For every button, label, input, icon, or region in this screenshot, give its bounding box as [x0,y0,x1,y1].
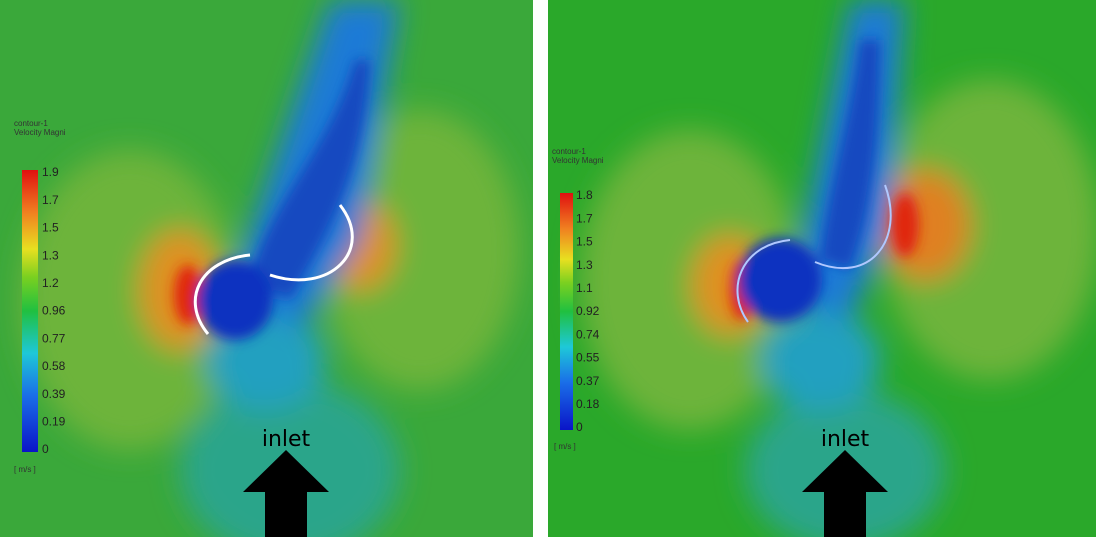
colorbar-tick-label: 0 [42,442,49,456]
colorbar-tick-label: 0.19 [42,414,66,428]
colorbar-tick-label: 0.55 [576,351,600,365]
colorbar-tick-label: 0.39 [42,387,66,401]
legend-subtitle: Velocity Magni [14,128,66,137]
colorbar-tick-label: 0 [576,420,583,434]
colorbar-tick-label: 1.5 [576,235,593,249]
colorbar-tick-label: 1.7 [576,211,593,225]
colorbar-tick-label: 0.92 [576,304,600,318]
legend-title: contour-1 [552,147,586,156]
colorbar-tick-label: 1.3 [576,258,593,272]
colorbar [22,170,38,452]
inlet-label: inlet [821,427,870,452]
colorbar-tick-label: 1.5 [42,221,59,235]
colorbar-tick-label: 0.18 [576,397,600,411]
legend-unit: [ m/s ] [14,465,36,474]
contour-field [0,0,533,537]
inlet-label: inlet [262,427,311,452]
colorbar-tick-label: 1.7 [42,193,59,207]
colorbar-tick-label: 1.9 [42,165,59,179]
colorbar-tick-label: 1.8 [576,188,593,202]
colorbar-tick-label: 1.2 [42,276,59,290]
colorbar-tick-label: 0.77 [42,331,66,345]
colorbar-tick-label: 0.74 [576,327,600,341]
colorbar-tick-label: 1.3 [42,248,59,262]
legend-title: contour-1 [14,119,48,128]
colorbar-tick-label: 0.96 [42,304,66,318]
contour-field [548,0,1096,537]
legend-unit: [ m/s ] [554,442,576,451]
colorbar-tick-label: 0.37 [576,374,600,388]
figure: contour-1Velocity Magni1.91.71.51.31.20.… [0,0,1096,537]
colorbar [560,193,573,430]
colorbar-tick-label: 1.1 [576,281,593,295]
legend-subtitle: Velocity Magni [552,156,604,165]
colorbar-tick-label: 0.58 [42,359,66,373]
